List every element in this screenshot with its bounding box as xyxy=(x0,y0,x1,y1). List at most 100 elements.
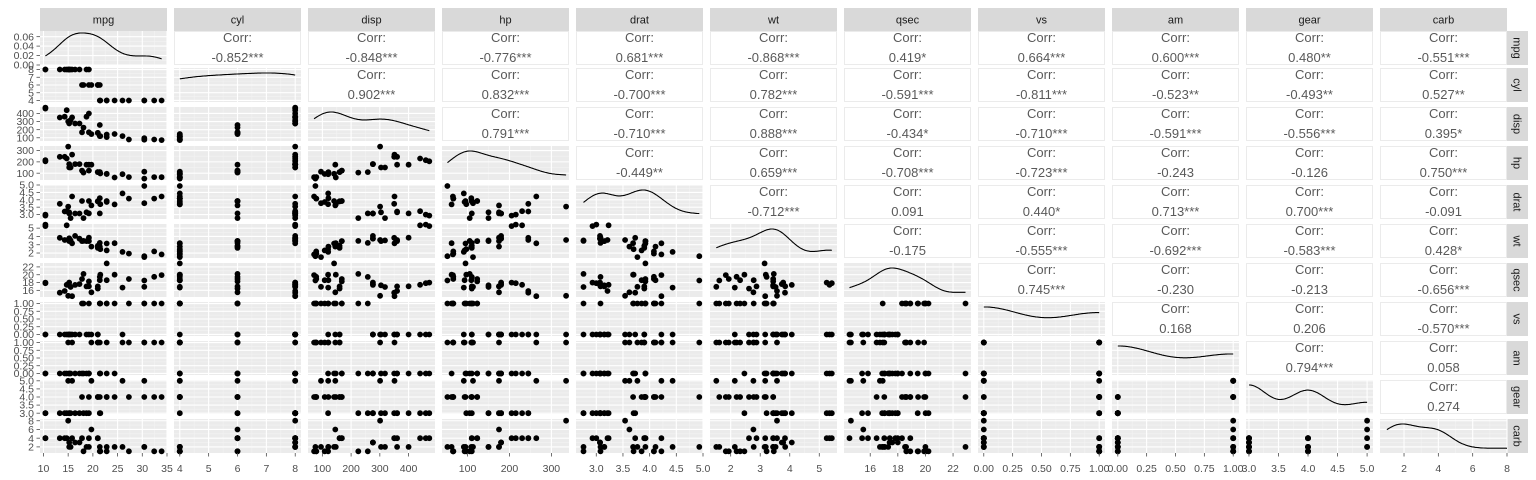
panel-cyl-disp: Corr: 0.902*** xyxy=(308,67,435,102)
scatter-point xyxy=(630,240,636,247)
corr-panel-bg xyxy=(710,146,837,180)
strip-top-label-carb: carb xyxy=(1433,15,1454,27)
scatter-point xyxy=(634,377,641,384)
scatter-point xyxy=(86,278,92,285)
scatter-point xyxy=(422,370,429,377)
scatter-point xyxy=(94,435,101,442)
corr-panel-bg xyxy=(1246,68,1373,102)
scatter-point xyxy=(474,370,481,377)
scatter-point xyxy=(881,331,888,338)
scatter-point xyxy=(860,377,867,384)
panel-vs-qsec xyxy=(844,300,971,338)
scatter-point xyxy=(88,426,95,433)
scatter-point xyxy=(378,370,384,377)
density-curve-drat xyxy=(583,189,700,215)
scatter-point xyxy=(234,377,241,384)
corr-value: 0.480** xyxy=(1288,50,1331,65)
scatter-point xyxy=(580,370,587,377)
density-curve-hp xyxy=(447,150,567,176)
scatter-point xyxy=(733,273,740,280)
y-tick-label-mpg: 0.06 xyxy=(14,31,35,43)
scatter-point xyxy=(725,448,732,455)
panel-gear-cyl xyxy=(174,377,301,417)
scatter-point xyxy=(770,300,777,307)
scatter-point xyxy=(377,417,383,424)
scatter-point xyxy=(980,370,987,377)
scatter-point xyxy=(733,300,740,307)
scatter-point xyxy=(519,435,525,442)
scatter-point xyxy=(782,435,788,442)
corr-heading: Corr: xyxy=(1429,301,1458,316)
scatter-point xyxy=(622,292,628,299)
scatter-point xyxy=(626,377,633,384)
corr-value: -0.723*** xyxy=(1015,165,1067,180)
scatter-point xyxy=(56,234,63,241)
scatter-point xyxy=(42,211,49,218)
scatter-point xyxy=(405,234,412,241)
corr-value: -0.213 xyxy=(1291,282,1328,297)
scatter-point xyxy=(462,240,469,247)
panel-qsec-drat xyxy=(576,260,704,300)
strip-top-cyl xyxy=(174,8,301,31)
scatter-point xyxy=(630,444,636,450)
y-tick-label-carb: 4 xyxy=(28,433,34,445)
scatter-point xyxy=(448,201,455,208)
scatter-point xyxy=(80,124,87,131)
scatter-point xyxy=(605,370,612,377)
y-tick-label-am: 0.25 xyxy=(14,360,35,372)
scatter-point xyxy=(731,331,738,338)
scatter-point xyxy=(630,271,637,278)
y-tick-label-cyl: 8 xyxy=(28,64,34,76)
panel-bg xyxy=(40,107,167,141)
corr-value: -0.551*** xyxy=(1417,50,1469,65)
corr-panel-bg xyxy=(442,68,569,102)
corr-panel-bg xyxy=(844,68,971,102)
scatter-point xyxy=(111,174,118,181)
scatter-point xyxy=(626,331,633,338)
corr-value: -0.811*** xyxy=(1016,87,1067,102)
corr-panel-bg xyxy=(576,68,703,102)
scatter-point xyxy=(391,200,398,207)
scatter-point xyxy=(338,276,345,282)
scatter-point xyxy=(892,435,899,442)
corr-panel-bg xyxy=(308,68,435,102)
scatter-point xyxy=(176,190,183,197)
panel-disp-vs: Corr: -0.710*** xyxy=(978,106,1105,141)
scatter-point xyxy=(63,107,70,114)
scatter-point xyxy=(391,377,398,384)
x-tick-label-drat: 4.0 xyxy=(642,463,657,475)
scatter-point xyxy=(788,439,795,446)
strip-right-disp xyxy=(1507,107,1528,141)
scatter-point xyxy=(355,169,362,176)
y-tick-label-hp: 300 xyxy=(16,145,34,157)
density-curve-wt xyxy=(716,228,832,252)
scatter-point xyxy=(848,417,854,424)
strip-top-am xyxy=(1112,8,1239,31)
scatter-point xyxy=(318,283,324,290)
scatter-point xyxy=(496,243,502,250)
panel-am-hp xyxy=(442,339,569,377)
panel-cyl-drat: Corr: -0.700*** xyxy=(576,67,703,102)
scatter-point xyxy=(86,198,92,204)
panel-disp-gear: Corr: -0.556*** xyxy=(1246,106,1373,141)
x-tick-label-gear: 3.5 xyxy=(1271,463,1286,475)
scatter-point xyxy=(593,410,600,417)
density-curve-cyl xyxy=(179,72,296,80)
corr-heading: Corr: xyxy=(1295,301,1324,316)
strip-top-disp xyxy=(308,8,435,31)
strip-top-label-disp: disp xyxy=(361,15,381,27)
scatter-point xyxy=(1230,448,1237,455)
scatter-point xyxy=(468,277,475,284)
corr-panel-bg xyxy=(442,107,569,141)
panel-carb-qsec xyxy=(844,417,971,455)
scatter-point xyxy=(626,339,633,346)
scatter-point xyxy=(450,339,457,346)
scatter-point xyxy=(1230,444,1237,450)
strip-right-label-qsec: qsec xyxy=(1511,268,1523,292)
scatter-point xyxy=(669,339,676,346)
scatter-point xyxy=(125,174,132,181)
scatter-point xyxy=(63,155,70,162)
panel-qsec-cyl xyxy=(174,260,301,300)
strip-right-hp xyxy=(1507,146,1528,180)
y-tick-label-wt: 2 xyxy=(28,248,34,260)
